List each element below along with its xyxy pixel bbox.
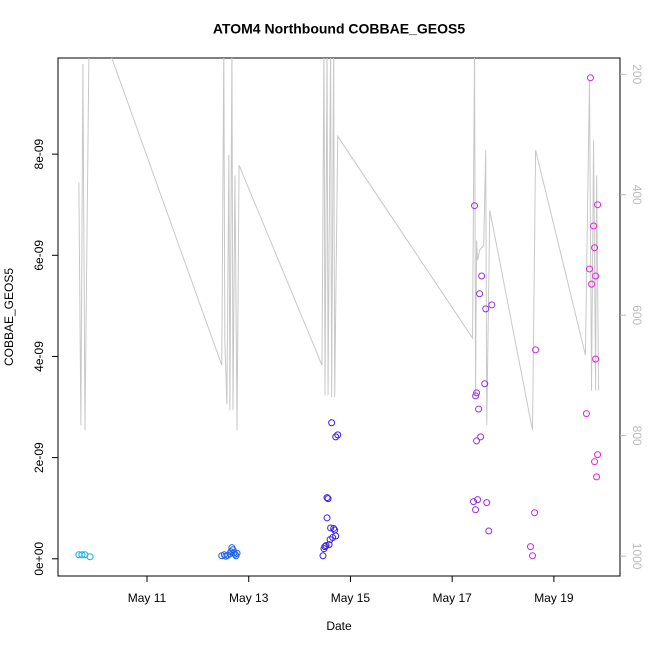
point [332, 433, 340, 441]
point [587, 74, 595, 82]
point [588, 280, 596, 288]
point [334, 431, 342, 439]
point [476, 290, 484, 298]
point [229, 546, 237, 554]
point [323, 514, 331, 522]
point [321, 543, 329, 551]
point [478, 272, 486, 280]
point [233, 549, 241, 557]
y-axis-label: COBBAE_GEOS5 [2, 268, 16, 366]
x-tick-label: May 17 [432, 591, 472, 605]
point [322, 542, 330, 550]
point [332, 532, 340, 540]
chart-title: ATOM4 Northbound COBBAE_GEOS5 [213, 21, 465, 37]
y-tick-label: 2e-09 [32, 442, 46, 473]
x-tick-label: May 13 [229, 591, 269, 605]
x-axis-label: Date [326, 619, 352, 633]
y-tick-label: 8e-09 [32, 138, 46, 169]
point [481, 380, 489, 388]
point [475, 405, 483, 413]
x-tick-label: May 15 [331, 591, 371, 605]
y2-tick-label: 600 [630, 305, 644, 325]
point [327, 524, 335, 532]
point [590, 222, 598, 230]
point [473, 389, 481, 397]
point [585, 265, 593, 273]
point [591, 244, 599, 252]
y2-tick-label: 200 [630, 64, 644, 84]
plot-frame [57, 57, 621, 577]
point [471, 202, 479, 210]
point [470, 498, 478, 506]
point [485, 527, 493, 535]
point [78, 551, 86, 559]
y2-tick-label: 400 [630, 185, 644, 205]
x-tick-label: May 19 [534, 591, 574, 605]
y-tick-label: 0e+00 [32, 542, 46, 576]
y2-tick-label: 800 [630, 426, 644, 446]
point [328, 419, 336, 427]
point [532, 346, 540, 354]
point [473, 437, 481, 445]
point [592, 355, 600, 363]
x-tick-label: May 11 [128, 591, 167, 605]
y-tick-label: 4e-09 [32, 341, 46, 372]
point [319, 552, 327, 560]
point [330, 524, 338, 532]
point [483, 499, 491, 507]
point [594, 201, 602, 209]
point [482, 305, 490, 313]
point [488, 301, 496, 309]
point [582, 410, 590, 418]
line-series [78, 58, 600, 431]
point [529, 552, 537, 560]
point [325, 541, 333, 549]
y-tick-label: 6e-09 [32, 240, 46, 271]
y2-tick-label: 1000 [630, 543, 644, 570]
point [594, 451, 602, 459]
point [477, 433, 485, 441]
point [592, 272, 600, 280]
point [531, 509, 539, 517]
point [526, 543, 534, 551]
point [324, 495, 332, 503]
point [591, 458, 599, 466]
point [474, 496, 482, 504]
point [323, 494, 331, 502]
point [86, 553, 94, 561]
point [593, 473, 601, 481]
point [472, 506, 480, 514]
point [472, 392, 480, 400]
